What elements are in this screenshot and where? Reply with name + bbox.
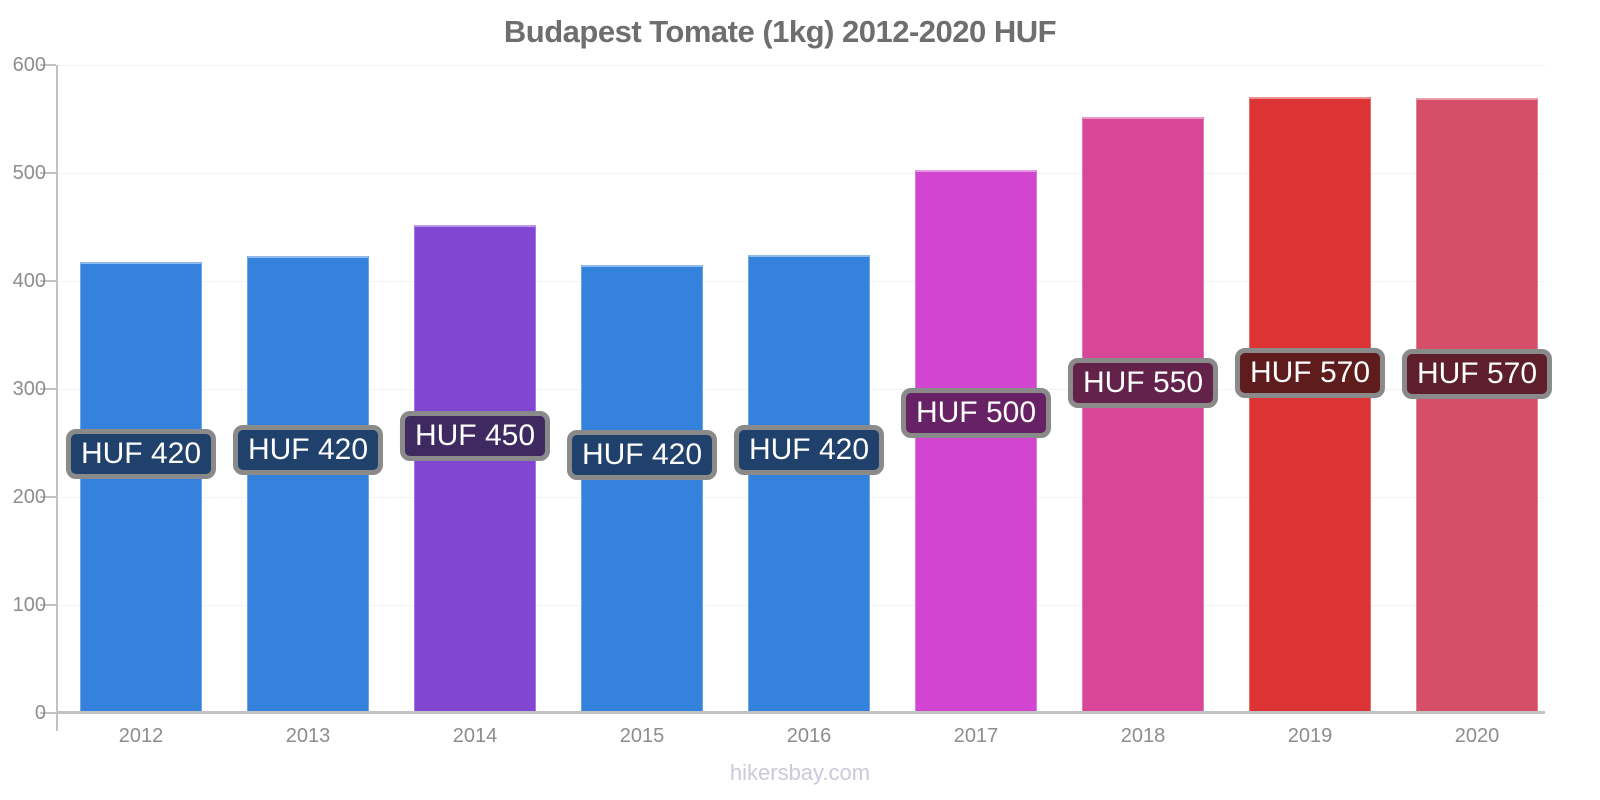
y-tick-label-100: 100: [12, 594, 46, 616]
y-axis-tick-300: [40, 388, 56, 390]
bar-value-label-2012: HUF 420: [65, 429, 217, 479]
bar-value-label-2018: HUF 550: [1067, 358, 1219, 408]
chart-title: Budapest Tomate (1kg) 2012-2020 HUF: [503, 14, 1057, 49]
y-axis-line: [56, 65, 58, 713]
x-tick-label-2019: 2019: [1287, 725, 1333, 747]
bar-2013[interactable]: [247, 256, 369, 711]
y-axis-tick-200: [40, 496, 56, 498]
bar-2015[interactable]: [581, 264, 703, 711]
x-tick-label-2018: 2018: [1120, 725, 1166, 747]
y-axis-tick-0: [40, 712, 56, 714]
bar-value-label-2015: HUF 420: [566, 430, 718, 480]
x-tick-label-2013: 2013: [285, 725, 331, 747]
x-axis-line: [56, 711, 1545, 714]
gridline-600: [56, 65, 1545, 66]
watermark-hikersbay: hikersbay.com: [729, 760, 871, 785]
bar-value-label-2013: HUF 420: [232, 425, 384, 475]
y-tick-label-300: 300: [12, 378, 46, 400]
bar-value-label-2014: HUF 450: [399, 411, 551, 461]
x-tick-label-2014: 2014: [452, 725, 498, 747]
x-tick-label-2017: 2017: [953, 725, 999, 747]
bar-2016[interactable]: [748, 255, 870, 711]
x-tick-label-2012: 2012: [118, 725, 164, 747]
y-tick-label-200: 200: [12, 486, 46, 508]
y-tick-label-600: 600: [12, 54, 46, 76]
x-tick-label-2016: 2016: [786, 725, 832, 747]
bar-2020[interactable]: [1416, 98, 1538, 711]
bar-2014[interactable]: [414, 224, 536, 711]
bar-2018[interactable]: [1082, 116, 1204, 711]
bar-2017[interactable]: [915, 169, 1037, 711]
gridline-500: [56, 173, 1545, 174]
x-tick-label-2020: 2020: [1454, 725, 1500, 747]
bar-2012[interactable]: [80, 261, 202, 711]
bar-value-label-2017: HUF 500: [900, 388, 1052, 438]
y-axis-tick-500: [40, 172, 56, 174]
bar-2019[interactable]: [1249, 97, 1371, 711]
y-axis-tick-100: [40, 604, 56, 606]
y-tick-label-500: 500: [12, 162, 46, 184]
y-axis-tick-400: [40, 280, 56, 282]
y-tick-label-0: 0: [34, 702, 46, 724]
x-axis-origin-tick: [56, 713, 58, 731]
x-tick-label-2015: 2015: [619, 725, 665, 747]
y-axis-tick-600: [40, 64, 56, 66]
bar-value-label-2019: HUF 570: [1234, 348, 1386, 398]
bar-value-label-2020: HUF 570: [1401, 349, 1553, 399]
y-tick-label-400: 400: [12, 270, 46, 292]
bar-value-label-2016: HUF 420: [733, 425, 885, 475]
